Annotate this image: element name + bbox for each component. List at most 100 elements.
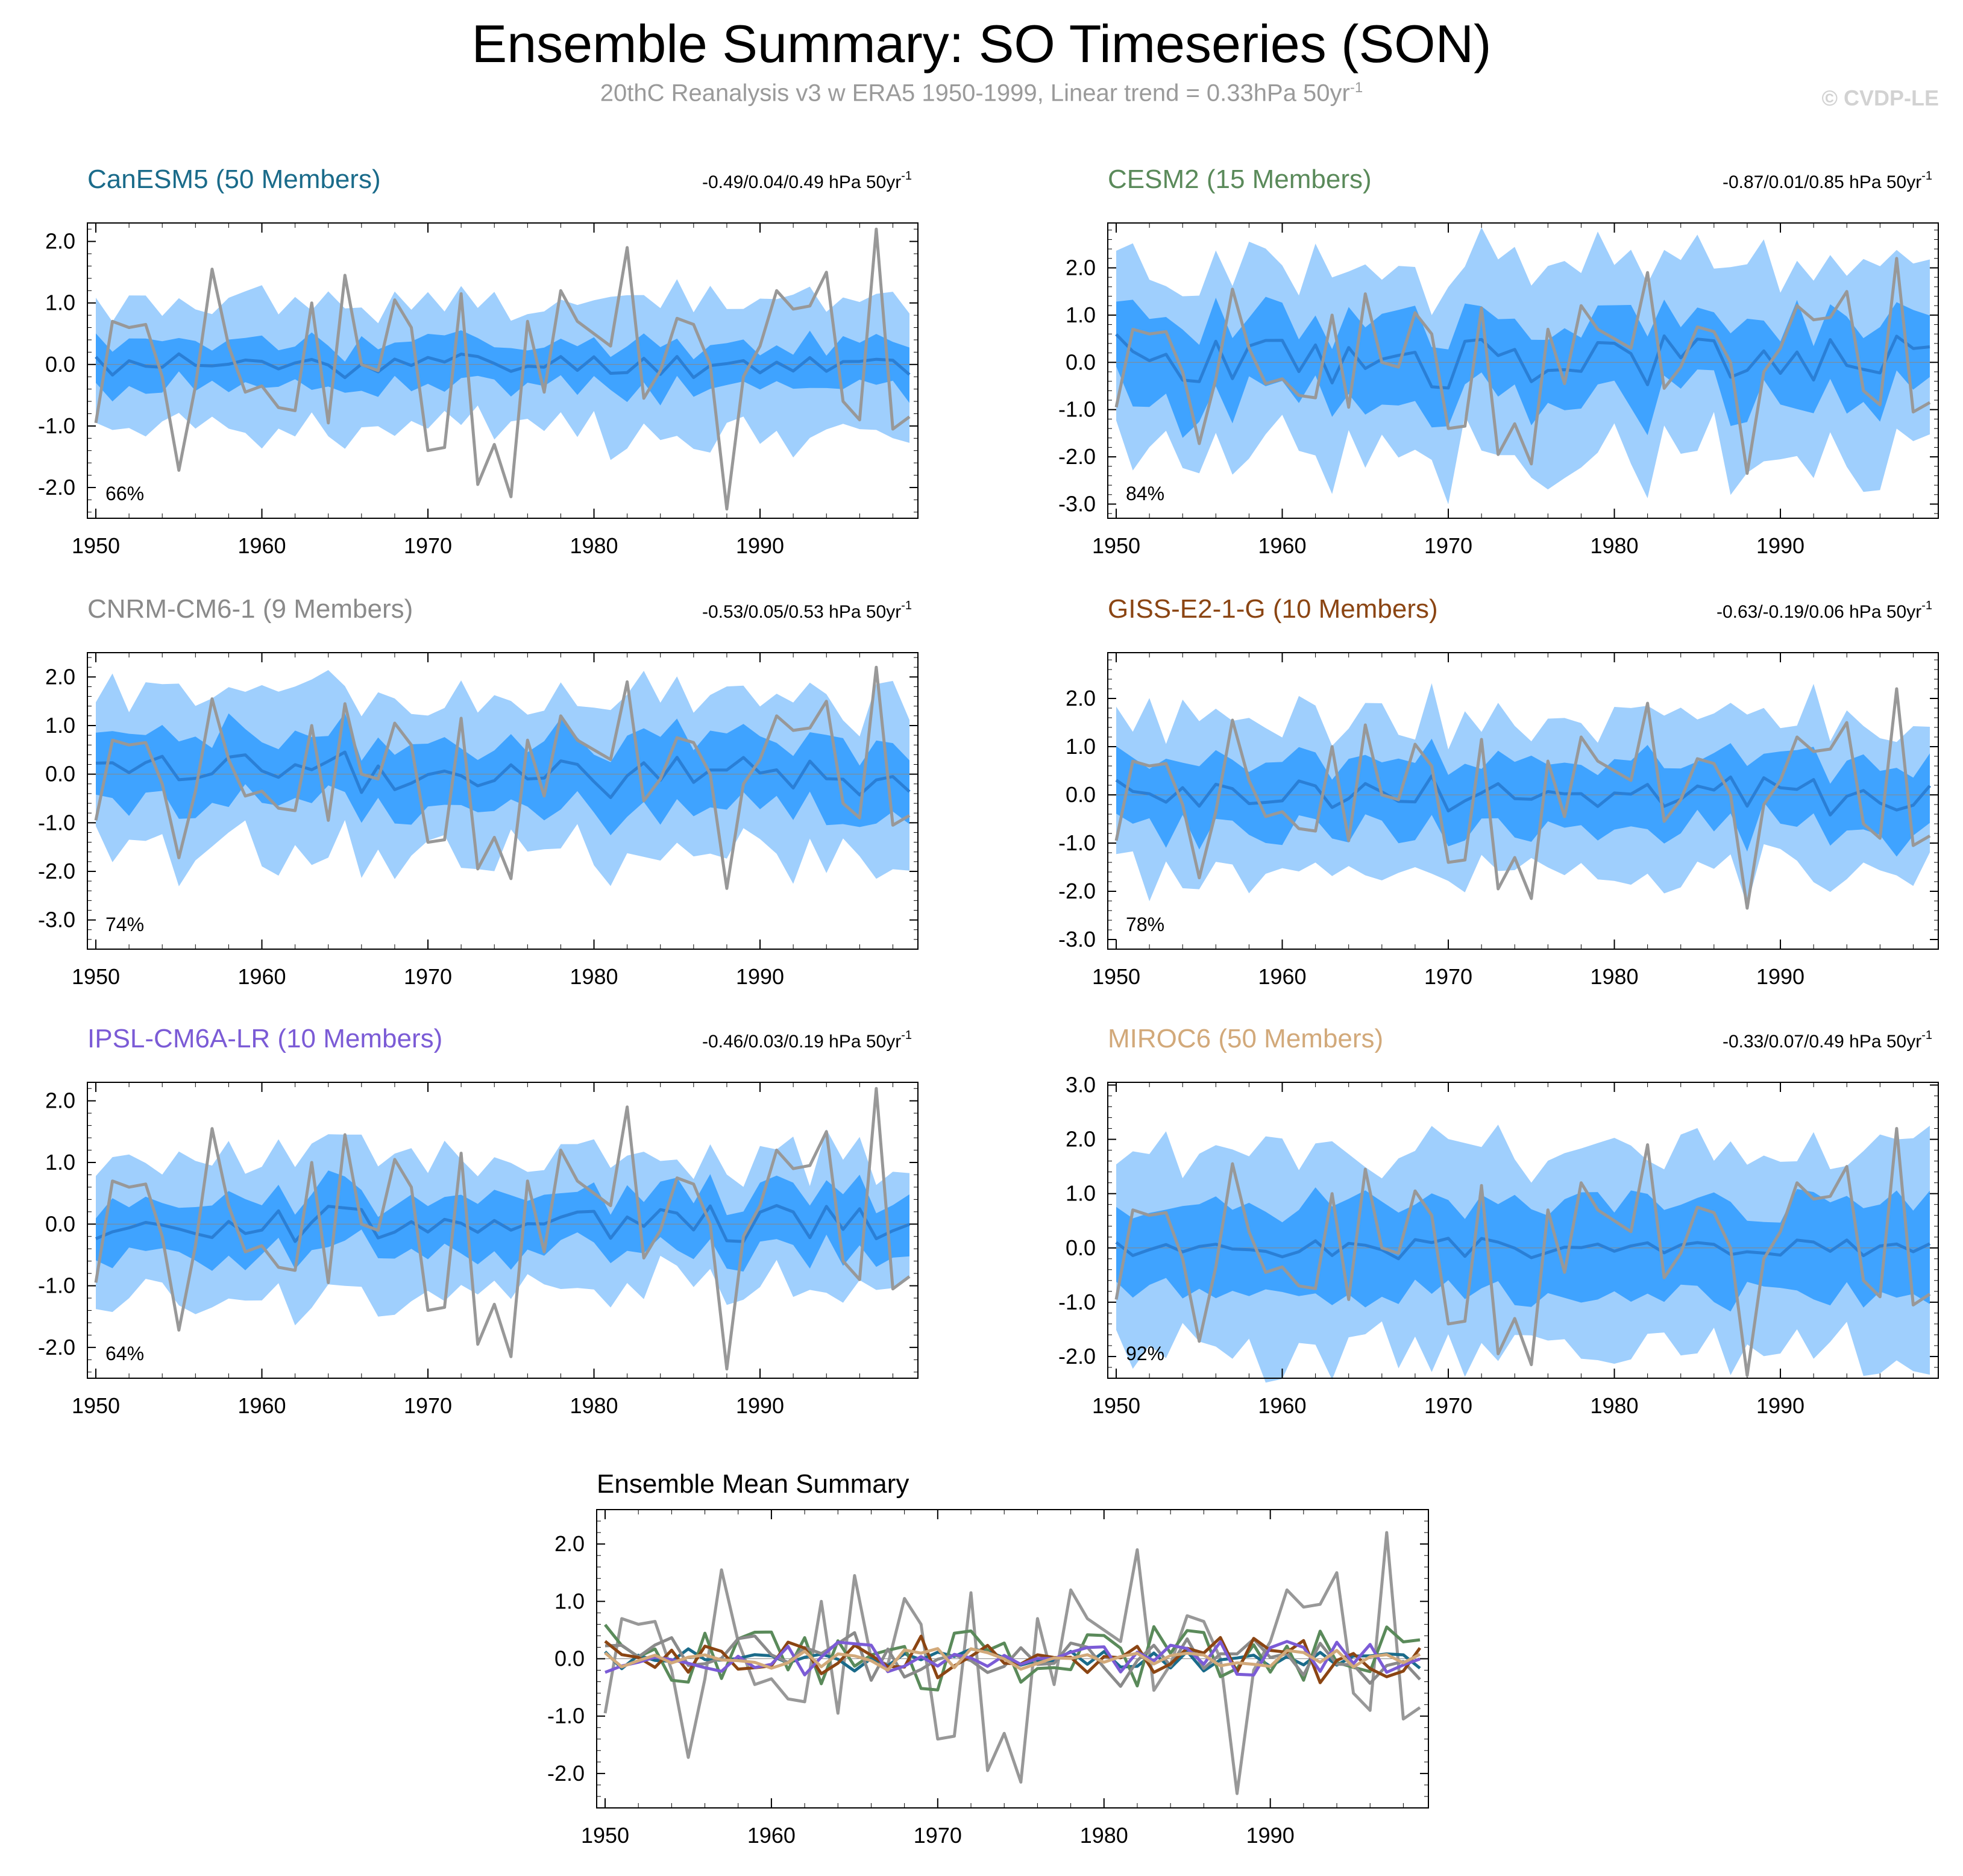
percent-label: 74%: [105, 914, 144, 935]
y-tick-label: -1.0: [547, 1704, 585, 1728]
y-tick-label: -2.0: [38, 1335, 75, 1360]
trend-label: -0.63/-0.19/0.06 hPa 50yr-1: [1716, 599, 1932, 622]
y-tick-label: -1.0: [1058, 1290, 1096, 1314]
ensemble-mean-line: [1115, 333, 1930, 390]
page-title: Ensemble Summary: SO Timeseries (SON): [471, 14, 1492, 74]
inner-spread-band: [1116, 1187, 1930, 1312]
y-tick-label: 1.0: [45, 713, 75, 738]
x-tick-label: 1990: [736, 533, 784, 558]
series-line-miroc6: [604, 1647, 1421, 1672]
x-tick-label: 1950: [1092, 1393, 1140, 1418]
y-tick-label: -2.0: [1058, 879, 1096, 903]
x-tick-label: 1990: [1246, 1823, 1295, 1848]
x-tick-label: 1960: [1258, 1393, 1306, 1418]
x-tick-label: 1950: [1092, 533, 1140, 558]
x-tick-label: 1980: [1590, 964, 1638, 989]
y-tick-label: 0.0: [554, 1646, 585, 1671]
x-tick-label: 1980: [1590, 533, 1638, 558]
x-tick-label: 1950: [581, 1823, 629, 1848]
x-tick-label: 1960: [237, 533, 286, 558]
x-tick-label: 1990: [1756, 964, 1804, 989]
y-tick-label: -1.0: [38, 413, 75, 438]
y-tick-label: 0.0: [1066, 1235, 1096, 1260]
y-tick-label: -2.0: [1058, 1344, 1096, 1369]
y-tick-label: -2.0: [547, 1761, 585, 1786]
x-tick-label: 1960: [1258, 533, 1306, 558]
observations-line: [94, 227, 911, 511]
y-tick-label: 1.0: [554, 1589, 585, 1613]
x-tick-label: 1960: [237, 964, 286, 989]
x-tick-label: 1970: [404, 964, 452, 989]
trend-label: -0.49/0.04/0.49 hPa 50yr-1: [702, 169, 912, 192]
y-tick-label: 2.0: [1066, 1127, 1096, 1152]
y-tick-label: -2.0: [38, 859, 75, 883]
observations-line: [603, 1531, 1421, 1795]
ensemble-mean-line: [1115, 1237, 1931, 1261]
y-tick-label: -2.0: [1058, 444, 1096, 469]
panel-cesm2: CESM2 (15 Members) -0.87/0.01/0.85 hPa 50…: [1058, 165, 1939, 558]
panel-title: Ensemble Mean Summary: [597, 1469, 909, 1499]
y-tick-label: 0.0: [1066, 782, 1096, 807]
observations-line: [94, 665, 911, 890]
panel-title: MIROC6 (50 Members): [1108, 1024, 1383, 1053]
x-tick-label: 1950: [1092, 964, 1140, 989]
y-tick-label: 2.0: [45, 664, 75, 689]
y-tick-label: 1.0: [45, 290, 75, 315]
panel-title: IPSL-CM6A-LR (10 Members): [87, 1024, 442, 1053]
panel-miroc6: MIROC6 (50 Members) -0.33/0.07/0.49 hPa 5…: [1058, 1024, 1939, 1418]
ensemble-mean-line: [95, 352, 911, 380]
plot-frame: [87, 652, 919, 950]
y-tick-label: 1.0: [1066, 1181, 1096, 1206]
y-tick-label: 0.0: [45, 352, 75, 377]
trend-superscript: -1: [901, 1029, 912, 1042]
x-tick-label: 1970: [1424, 1393, 1472, 1418]
y-tick-label: 2.0: [45, 229, 75, 254]
trend-label: -0.87/0.01/0.85 hPa 50yr-1: [1723, 169, 1932, 192]
panel-cnrm-cm6-1: CNRM-CM6-1 (9 Members) -0.53/0.05/0.53 hP…: [38, 594, 919, 989]
percent-label: 84%: [1126, 483, 1164, 504]
page-subtitle: 20thC Reanalysis v3 w ERA5 1950-1999, Li…: [0, 80, 1963, 107]
trend-superscript: -1: [1921, 1029, 1932, 1042]
x-tick-label: 1960: [747, 1823, 796, 1848]
x-tick-label: 1960: [237, 1393, 286, 1418]
x-tick-label: 1970: [914, 1823, 962, 1848]
panel-ipsl-cm6a-lr: IPSL-CM6A-LR (10 Members) -0.46/0.03/0.19…: [38, 1024, 919, 1418]
plot-frame: [1107, 222, 1939, 519]
y-tick-label: -1.0: [1058, 397, 1096, 422]
trend-superscript: -1: [901, 169, 912, 183]
y-tick-label: 2.0: [1066, 686, 1096, 711]
panel-title: CESM2 (15 Members): [1108, 165, 1372, 194]
credit-label: © CVDP-LE: [1821, 86, 1939, 110]
observations-line: [1114, 687, 1931, 910]
y-tick-label: -1.0: [1058, 830, 1096, 855]
ensemble-mean-line: [1115, 774, 1931, 817]
percent-label: 92%: [1126, 1343, 1164, 1364]
x-tick-label: 1990: [1756, 1393, 1804, 1418]
y-tick-label: 3.0: [1066, 1073, 1096, 1097]
y-tick-label: 1.0: [1066, 303, 1096, 327]
y-tick-label: 2.0: [554, 1531, 585, 1556]
x-tick-label: 1980: [1590, 1393, 1638, 1418]
panel-title: GISS-E2-1-G (10 Members): [1108, 594, 1438, 624]
y-tick-label: 1.0: [45, 1150, 75, 1175]
ensemble-mean-line: [95, 1204, 910, 1243]
trend-superscript: -1: [901, 599, 912, 612]
observations-line: [94, 1087, 911, 1371]
observations-line: [1114, 257, 1931, 475]
x-tick-label: 1980: [1080, 1823, 1128, 1848]
trend-label: -0.33/0.07/0.49 hPa 50yr-1: [1723, 1029, 1932, 1052]
y-tick-label: -1.0: [38, 1273, 75, 1298]
y-tick-label: 2.0: [45, 1088, 75, 1113]
x-tick-label: 1970: [1424, 964, 1472, 989]
subtitle-superscript: -1: [1349, 80, 1363, 96]
x-tick-label: 1950: [72, 1393, 120, 1418]
y-tick-label: -1.0: [38, 810, 75, 835]
plot-frame: [87, 222, 919, 519]
series-line-ipsl-cm6a-lr: [605, 1640, 1421, 1677]
plot-frame: [1107, 652, 1939, 950]
x-tick-label: 1950: [72, 964, 120, 989]
percent-label: 64%: [105, 1343, 144, 1364]
panel-giss-e2-1-g: GISS-E2-1-G (10 Members) -0.63/-0.19/0.06…: [1058, 594, 1939, 989]
x-tick-label: 1950: [72, 533, 120, 558]
